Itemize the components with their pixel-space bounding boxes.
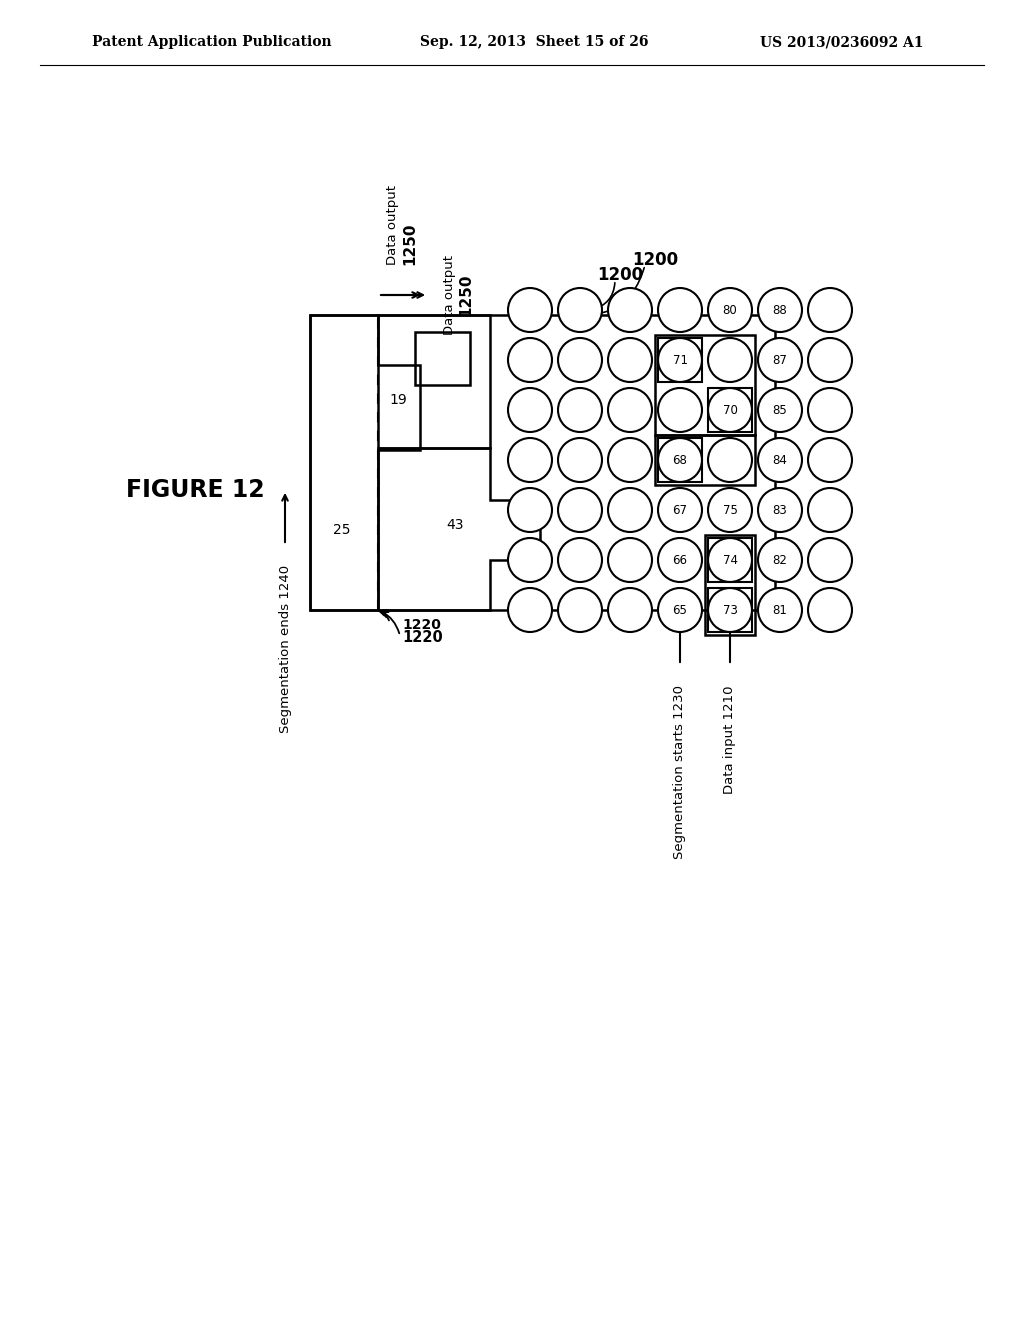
Circle shape bbox=[708, 438, 752, 482]
Circle shape bbox=[508, 539, 552, 582]
Text: Data output: Data output bbox=[386, 185, 399, 265]
Circle shape bbox=[608, 539, 652, 582]
Circle shape bbox=[808, 587, 852, 632]
Text: US 2013/0236092 A1: US 2013/0236092 A1 bbox=[760, 36, 924, 49]
Circle shape bbox=[608, 338, 652, 381]
Circle shape bbox=[808, 338, 852, 381]
Text: 1250: 1250 bbox=[402, 223, 417, 265]
Circle shape bbox=[558, 587, 602, 632]
Circle shape bbox=[758, 539, 802, 582]
Text: 1220: 1220 bbox=[402, 618, 441, 632]
Text: 80: 80 bbox=[723, 304, 737, 317]
Text: 70: 70 bbox=[723, 404, 737, 417]
Text: 1200: 1200 bbox=[597, 267, 643, 284]
Circle shape bbox=[508, 388, 552, 432]
Circle shape bbox=[508, 438, 552, 482]
Circle shape bbox=[758, 438, 802, 482]
Circle shape bbox=[508, 587, 552, 632]
Text: 25: 25 bbox=[333, 523, 351, 537]
Text: Segmentation ends 1240: Segmentation ends 1240 bbox=[279, 565, 292, 733]
Text: 1200: 1200 bbox=[632, 251, 678, 269]
Circle shape bbox=[558, 438, 602, 482]
Circle shape bbox=[658, 338, 702, 381]
Circle shape bbox=[558, 338, 602, 381]
Circle shape bbox=[658, 438, 702, 482]
Circle shape bbox=[508, 288, 552, 333]
Circle shape bbox=[608, 488, 652, 532]
Text: 19: 19 bbox=[389, 393, 407, 407]
Circle shape bbox=[508, 488, 552, 532]
Circle shape bbox=[758, 488, 802, 532]
Circle shape bbox=[608, 438, 652, 482]
Text: 75: 75 bbox=[723, 503, 737, 516]
Circle shape bbox=[808, 488, 852, 532]
Text: 74: 74 bbox=[723, 553, 737, 566]
Text: 87: 87 bbox=[772, 354, 787, 367]
Text: 71: 71 bbox=[673, 354, 687, 367]
Circle shape bbox=[758, 288, 802, 333]
Text: 84: 84 bbox=[772, 454, 787, 466]
Text: 82: 82 bbox=[772, 553, 787, 566]
Text: 85: 85 bbox=[773, 404, 787, 417]
Text: 66: 66 bbox=[673, 553, 687, 566]
Circle shape bbox=[658, 288, 702, 333]
Circle shape bbox=[708, 539, 752, 582]
Text: 68: 68 bbox=[673, 454, 687, 466]
Circle shape bbox=[808, 288, 852, 333]
Circle shape bbox=[808, 388, 852, 432]
Text: 67: 67 bbox=[673, 503, 687, 516]
Circle shape bbox=[608, 388, 652, 432]
Text: 1250: 1250 bbox=[458, 273, 473, 317]
Circle shape bbox=[608, 288, 652, 333]
Circle shape bbox=[658, 587, 702, 632]
Text: 83: 83 bbox=[773, 503, 787, 516]
Circle shape bbox=[708, 338, 752, 381]
Text: 73: 73 bbox=[723, 603, 737, 616]
Text: FIGURE 12: FIGURE 12 bbox=[126, 478, 264, 502]
Text: Data output: Data output bbox=[443, 255, 456, 335]
Circle shape bbox=[758, 587, 802, 632]
Text: 88: 88 bbox=[773, 304, 787, 317]
Text: Sep. 12, 2013  Sheet 15 of 26: Sep. 12, 2013 Sheet 15 of 26 bbox=[420, 36, 648, 49]
Circle shape bbox=[658, 388, 702, 432]
Text: 65: 65 bbox=[673, 603, 687, 616]
Circle shape bbox=[508, 338, 552, 381]
Text: Patent Application Publication: Patent Application Publication bbox=[92, 36, 332, 49]
Text: 43: 43 bbox=[446, 517, 464, 532]
Text: 1220: 1220 bbox=[402, 631, 442, 645]
Circle shape bbox=[658, 488, 702, 532]
Circle shape bbox=[608, 587, 652, 632]
Circle shape bbox=[708, 388, 752, 432]
Circle shape bbox=[558, 488, 602, 532]
Circle shape bbox=[558, 539, 602, 582]
Circle shape bbox=[708, 288, 752, 333]
Circle shape bbox=[558, 288, 602, 333]
Circle shape bbox=[758, 388, 802, 432]
Circle shape bbox=[658, 539, 702, 582]
Circle shape bbox=[558, 388, 602, 432]
Text: Segmentation starts 1230: Segmentation starts 1230 bbox=[674, 685, 686, 859]
Text: 81: 81 bbox=[772, 603, 787, 616]
Circle shape bbox=[708, 488, 752, 532]
Circle shape bbox=[808, 438, 852, 482]
Text: Data input 1210: Data input 1210 bbox=[724, 685, 736, 793]
Circle shape bbox=[708, 587, 752, 632]
Circle shape bbox=[758, 338, 802, 381]
Circle shape bbox=[808, 539, 852, 582]
